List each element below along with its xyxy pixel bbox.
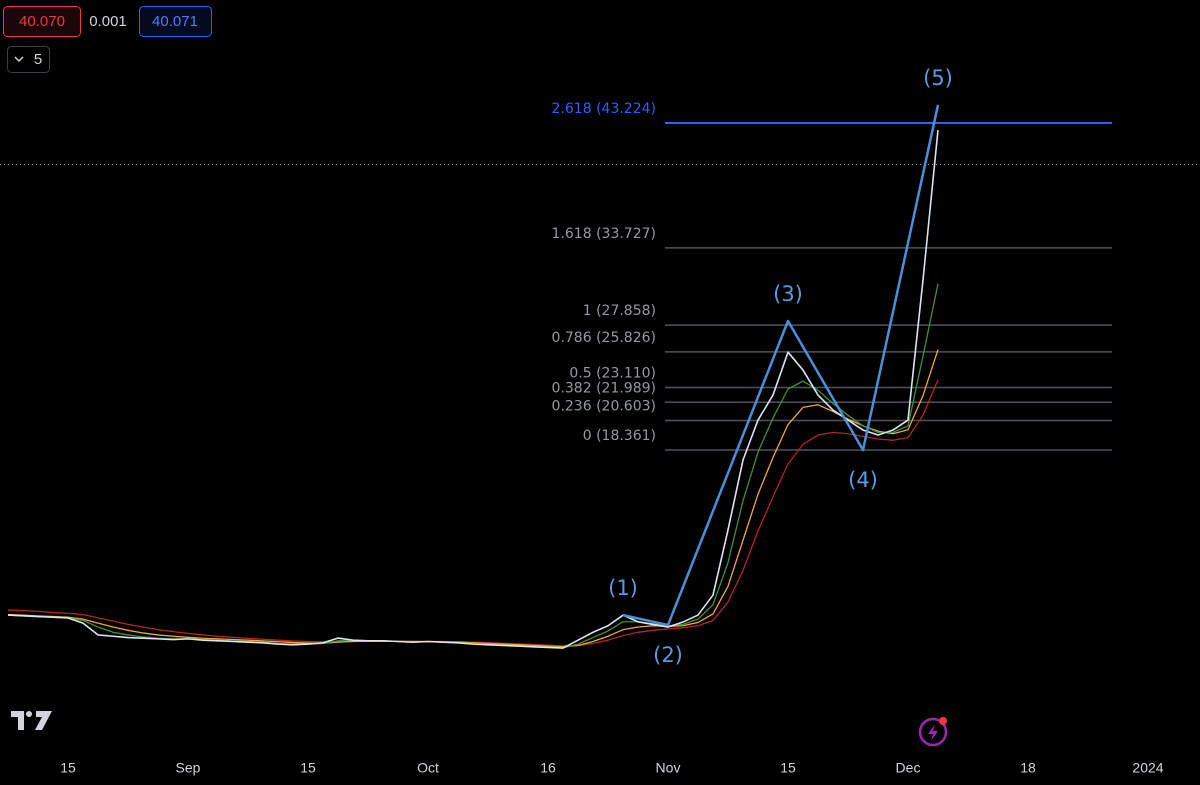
logo	[11, 711, 52, 730]
x-tick-label: 15	[780, 760, 796, 776]
fib-level-label: 1 (27.858)	[583, 303, 656, 319]
price-series-line	[7, 379, 939, 647]
interval-box[interactable]	[7, 46, 50, 73]
price-series-line	[7, 129, 939, 649]
price-series-line	[7, 349, 939, 648]
fib-level-label: 1.618 (33.727)	[552, 226, 656, 242]
x-tick-label: 2024	[1132, 760, 1163, 776]
chevron-icon	[14, 56, 24, 63]
x-tick-label: Dec	[896, 760, 921, 776]
x-tick-label: 15	[60, 760, 76, 776]
wave-line	[622, 104, 940, 627]
x-tick-label: Oct	[417, 760, 439, 776]
fib-level-label: 0.786 (25.826)	[552, 330, 656, 346]
interval: 5	[34, 51, 42, 68]
wave-label: (2)	[653, 643, 683, 667]
x-tick-label: Nov	[656, 760, 681, 776]
buy-price: 40.071	[152, 13, 198, 30]
spread: 0.001	[89, 13, 127, 30]
wave-label: (1)	[608, 576, 638, 600]
plot-area: 2.618 (43.224) 1.618 (33.727) 1 (27.858) 0.…	[0, 66, 1200, 667]
sell-price: 40.070	[19, 13, 65, 30]
alert-icon[interactable]	[918, 717, 948, 747]
wave-label: (5)	[923, 66, 953, 90]
toolbar: 40.070 0.001 40.071 5	[3, 6, 212, 73]
wave-label: (3)	[773, 282, 803, 306]
x-tick-label: 18	[1020, 760, 1036, 776]
fib-level-label: 0.5 (23.110)	[569, 366, 656, 382]
wave-label: (4)	[848, 468, 878, 492]
x-tick-label: 16	[540, 760, 556, 776]
sell-box[interactable]	[3, 6, 81, 37]
fib-level-label: 0.382 (21.989)	[552, 380, 656, 396]
fib-level-label: 0.236 (20.603)	[552, 399, 656, 415]
buy-box[interactable]	[139, 6, 212, 37]
fib-level-label: 2.618 (43.224)	[552, 101, 656, 117]
fib-level-label: 0 (18.361)	[583, 428, 656, 444]
x-tick-label: Sep	[176, 760, 201, 776]
x-tick-label: 15	[300, 760, 316, 776]
